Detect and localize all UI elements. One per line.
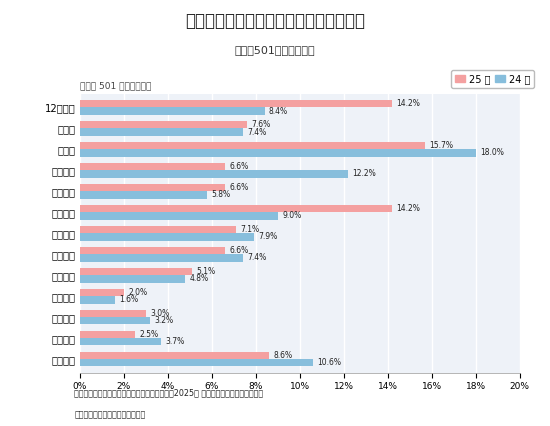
Bar: [80, 331, 135, 338]
Text: 従業員 501 名以上の企業: 従業員 501 名以上の企業: [80, 81, 151, 90]
Bar: [80, 338, 161, 345]
Text: 10.6%: 10.6%: [317, 358, 342, 367]
Bar: [80, 268, 192, 275]
Bar: [80, 184, 225, 191]
Text: 2.5%: 2.5%: [139, 330, 158, 339]
Text: 従業員501名以上の企業: 従業員501名以上の企業: [235, 45, 315, 55]
Bar: [80, 191, 207, 199]
Bar: [80, 205, 392, 212]
Bar: [80, 142, 425, 150]
Text: 8.6%: 8.6%: [273, 351, 293, 360]
Text: 6.6%: 6.6%: [229, 162, 249, 171]
Text: 7.4%: 7.4%: [247, 253, 266, 262]
Text: 14.2%: 14.2%: [397, 204, 420, 213]
Text: 6.6%: 6.6%: [229, 246, 249, 255]
Bar: [80, 226, 236, 233]
Bar: [80, 247, 225, 254]
Bar: [80, 352, 269, 359]
Bar: [80, 317, 150, 325]
Text: 14.2%: 14.2%: [397, 99, 420, 108]
Text: 18.0%: 18.0%: [480, 149, 504, 158]
Bar: [80, 359, 313, 366]
Text: 3.2%: 3.2%: [155, 317, 174, 325]
Bar: [80, 170, 348, 178]
Text: 9.0%: 9.0%: [282, 211, 301, 220]
Text: 15.7%: 15.7%: [430, 141, 454, 150]
Bar: [80, 107, 265, 115]
Text: 5.8%: 5.8%: [212, 190, 231, 199]
Text: 7.1%: 7.1%: [240, 225, 260, 234]
Text: 6.6%: 6.6%: [229, 183, 249, 192]
Text: 3.7%: 3.7%: [166, 337, 185, 346]
Bar: [80, 212, 278, 219]
Bar: [80, 121, 247, 128]
Text: HR: HR: [24, 391, 45, 404]
Bar: [80, 296, 115, 303]
Text: 2.0%: 2.0%: [128, 288, 147, 297]
Bar: [80, 128, 243, 135]
Bar: [80, 100, 392, 107]
Bar: [80, 275, 185, 282]
Text: 3.0%: 3.0%: [150, 309, 169, 318]
Text: 5.1%: 5.1%: [196, 267, 216, 276]
Legend: 25 卒, 24 卒: 25 卒, 24 卒: [452, 70, 534, 88]
Text: ＊調査概要は記事最終ページ参照: ＊調査概要は記事最終ページ参照: [74, 411, 146, 420]
Bar: [80, 289, 124, 296]
Text: 7.9%: 7.9%: [258, 233, 277, 242]
Text: 株式会社ダイヤモンド・ヒューマンリソース『2025卒 採用・就職活動の総括』より: 株式会社ダイヤモンド・ヒューマンリソース『2025卒 採用・就職活動の総括』より: [74, 388, 263, 397]
Bar: [80, 310, 146, 317]
Text: 8.4%: 8.4%: [269, 106, 288, 115]
Text: 12.2%: 12.2%: [353, 170, 376, 178]
Text: 企業が内定（内々定）を出し始めた時期: 企業が内定（内々定）を出し始めた時期: [185, 12, 365, 30]
Text: 4.8%: 4.8%: [190, 274, 209, 283]
Bar: [80, 254, 243, 262]
Text: 1.6%: 1.6%: [119, 295, 139, 304]
Text: 7.6%: 7.6%: [251, 120, 271, 129]
Text: 7.4%: 7.4%: [247, 127, 266, 136]
Text: ONLINE: ONLINE: [23, 412, 46, 417]
Bar: [80, 150, 476, 157]
Bar: [80, 233, 254, 241]
Bar: [80, 163, 225, 170]
